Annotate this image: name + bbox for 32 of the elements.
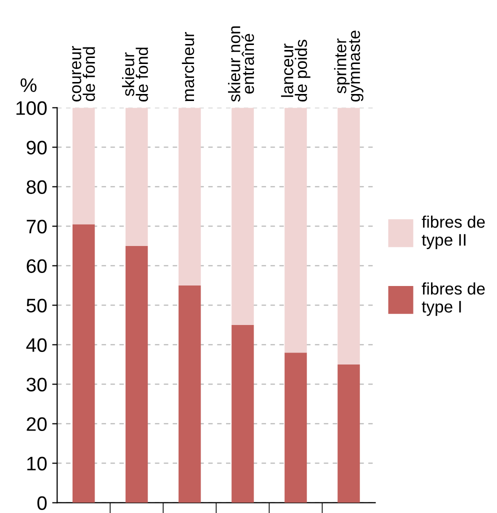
y-tick-label: 60 bbox=[26, 259, 47, 273]
y-axis-title: % bbox=[20, 78, 36, 92]
bar bbox=[72, 224, 95, 503]
bar bbox=[178, 285, 201, 503]
bar bbox=[126, 246, 148, 503]
x-tick-label: marcheur bbox=[182, 32, 194, 102]
y-tick-label: 90 bbox=[26, 140, 47, 154]
y-tick-label: 10 bbox=[27, 456, 47, 470]
y-tick-label: 0 bbox=[37, 496, 47, 510]
x-tick-label: sprinter gymnaste bbox=[334, 30, 364, 102]
y-tick-label: 100 bbox=[16, 101, 47, 115]
x-tick-label: skieur de fond bbox=[122, 48, 148, 102]
bar bbox=[126, 108, 148, 246]
bar bbox=[232, 108, 254, 325]
y-tick-label: 50 bbox=[26, 298, 47, 312]
bar bbox=[284, 108, 307, 353]
legend-label: fibres de type I bbox=[422, 282, 485, 316]
y-tick-label: 40 bbox=[26, 338, 47, 352]
y-tick-label: 70 bbox=[26, 220, 47, 234]
x-tick-label: skieur non entraîné bbox=[228, 26, 254, 102]
x-tick-label: lanceur de poids bbox=[281, 40, 310, 102]
legend-label: fibres de type II bbox=[422, 216, 485, 250]
y-tick-label: 20 bbox=[26, 417, 47, 431]
bar bbox=[232, 324, 254, 503]
bar bbox=[284, 352, 307, 503]
bar bbox=[178, 108, 201, 286]
y-tick-label: 80 bbox=[26, 180, 47, 194]
bar bbox=[338, 108, 360, 364]
bar bbox=[338, 364, 360, 503]
y-tick-label: 30 bbox=[26, 378, 47, 392]
bar bbox=[72, 108, 95, 224]
x-tick-label: coureur de fond bbox=[72, 46, 95, 102]
